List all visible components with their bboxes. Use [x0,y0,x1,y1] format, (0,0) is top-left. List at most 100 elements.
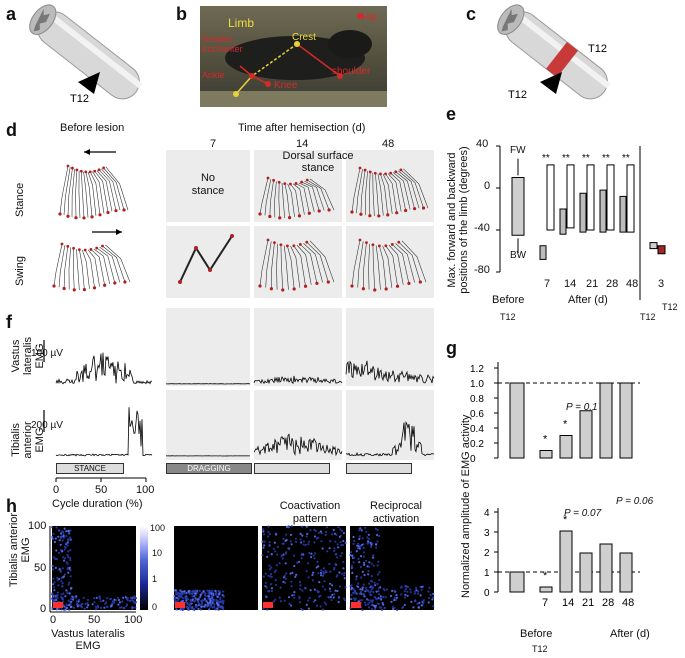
e-t12-right-b: T12 [662,302,678,312]
h-xtick-50: 50 [88,614,101,626]
e-box-gray [539,245,547,260]
e-box-before [511,177,525,236]
g-bot-bar [539,586,553,593]
dorsal-surface-label: Dorsal surface stance [282,150,354,174]
swing-day7-box [166,226,250,298]
heatmap-trace [51,526,138,611]
e-t12-right-a: T12 [640,312,656,322]
g-top-ytick: 1.2 [470,364,484,375]
g-after-label: After (d) [610,628,650,640]
cycle-tick-0: 0 [53,484,60,496]
emg-trace [345,360,435,384]
panel-label-f: f [6,312,12,332]
g-top-bar [539,450,553,459]
g-bot-bar [599,543,613,593]
e-t12-left: T12 [500,312,516,322]
p006-label: P = 0.06 [616,496,654,507]
stick-diagrams [52,149,429,292]
emg-trace [55,352,153,385]
stance-bar-day14 [254,463,330,474]
before-lesion-heading: Before lesion [60,122,125,134]
g-xtick: 48 [622,597,634,609]
reciprocal-label: Reciprocal activation [370,500,422,525]
t12-lower-label: T12 [508,89,527,101]
g-bot-bar [619,552,633,593]
g-xtick: 14 [562,597,574,609]
e-xtick-7: 7 [544,278,551,290]
emg-trace [345,420,435,457]
spinal-cord-illustration-c: T12 T12 [497,4,611,101]
stick-figure [52,242,131,292]
panel-label-g: g [446,338,457,358]
e-after-label: After (d) [568,294,608,306]
emg-ta-day48-box [346,390,434,460]
emg-vl-day48-box [346,308,434,386]
g-t12-label: T12 [532,644,548,654]
g-top-ytick: 0 [470,454,476,465]
emg-ta-day7-box [166,390,250,460]
emg-trace [253,433,343,457]
h-ytick-100: 100 [28,520,47,532]
g-top-ytick: 0.4 [470,424,484,435]
emg-vl-day7-box [166,308,250,386]
e-xtick-48: 48 [626,278,639,290]
g-xtick: 28 [602,597,614,609]
e-box-white [626,164,635,233]
stance-day14-box [254,150,342,222]
g-top-star: * [543,434,548,446]
cbar-10: 10 [152,548,163,558]
limb-label: Limb [228,16,255,30]
scale-bar-t-label: 200 µV [31,420,63,431]
scale-bar-v-label: 100 µV [31,348,63,359]
heatmap-peak [53,602,63,608]
g-bot-bar [559,530,573,593]
g-top-ytick: 1.0 [470,379,484,390]
heatmap-trace [173,589,225,612]
e-box-right-gray [649,242,658,250]
e-significance: ** [582,153,590,164]
g-bot-ytick: 1 [484,568,490,579]
g-bot-bar [579,552,593,593]
e-box-white [606,164,615,231]
e-right-tick: 3 [658,278,665,290]
stance-bar: STANCE [56,463,124,474]
crest-label: Crest [292,32,316,43]
emg-trace [253,375,343,385]
g-top-ytick: 0.2 [470,439,484,450]
stick-figure [258,176,335,220]
p01-label: P = 0.1 [566,402,598,413]
lesion-wedge-icon [78,72,100,94]
panel-label-c: c [466,4,477,24]
g-xtick: 7 [542,597,548,609]
cbar-0: 0 [152,602,158,612]
cycle-tick-50: 50 [95,484,108,496]
heatmap-peak [351,602,361,608]
e-xtick-28: 28 [606,278,619,290]
day-48-label: 48 [382,138,395,150]
fw-label: FW [510,145,526,156]
e-box-gray [559,208,567,235]
emg-traces [43,340,435,457]
rat-photo: Limb Crest Greater trochanter Ankle Knee… [200,6,387,107]
g-bot-star: * [563,514,568,526]
g-bot-ytick: 2 [484,548,490,559]
e-box-white [586,164,595,231]
no-stance-label: No stance [191,172,225,197]
spinal-cord-illustration-a: T12 [29,4,143,105]
cbar-100: 100 [150,523,166,533]
e-significance: ** [602,153,610,164]
e-ytick-m40: -40 [474,222,490,234]
knee-label: Knee [274,80,298,91]
stick-figure [350,238,427,292]
e-significance: ** [542,153,550,164]
heatmap-trace [261,525,347,611]
t12-upper-label: T12 [588,43,607,55]
e-box-gray [619,195,627,233]
e-box-white [546,164,555,231]
stick-figure [258,238,335,292]
g-bot-bar [509,571,525,593]
g-bot-ytick: 0 [484,588,490,599]
panel-label-h: h [6,496,17,516]
